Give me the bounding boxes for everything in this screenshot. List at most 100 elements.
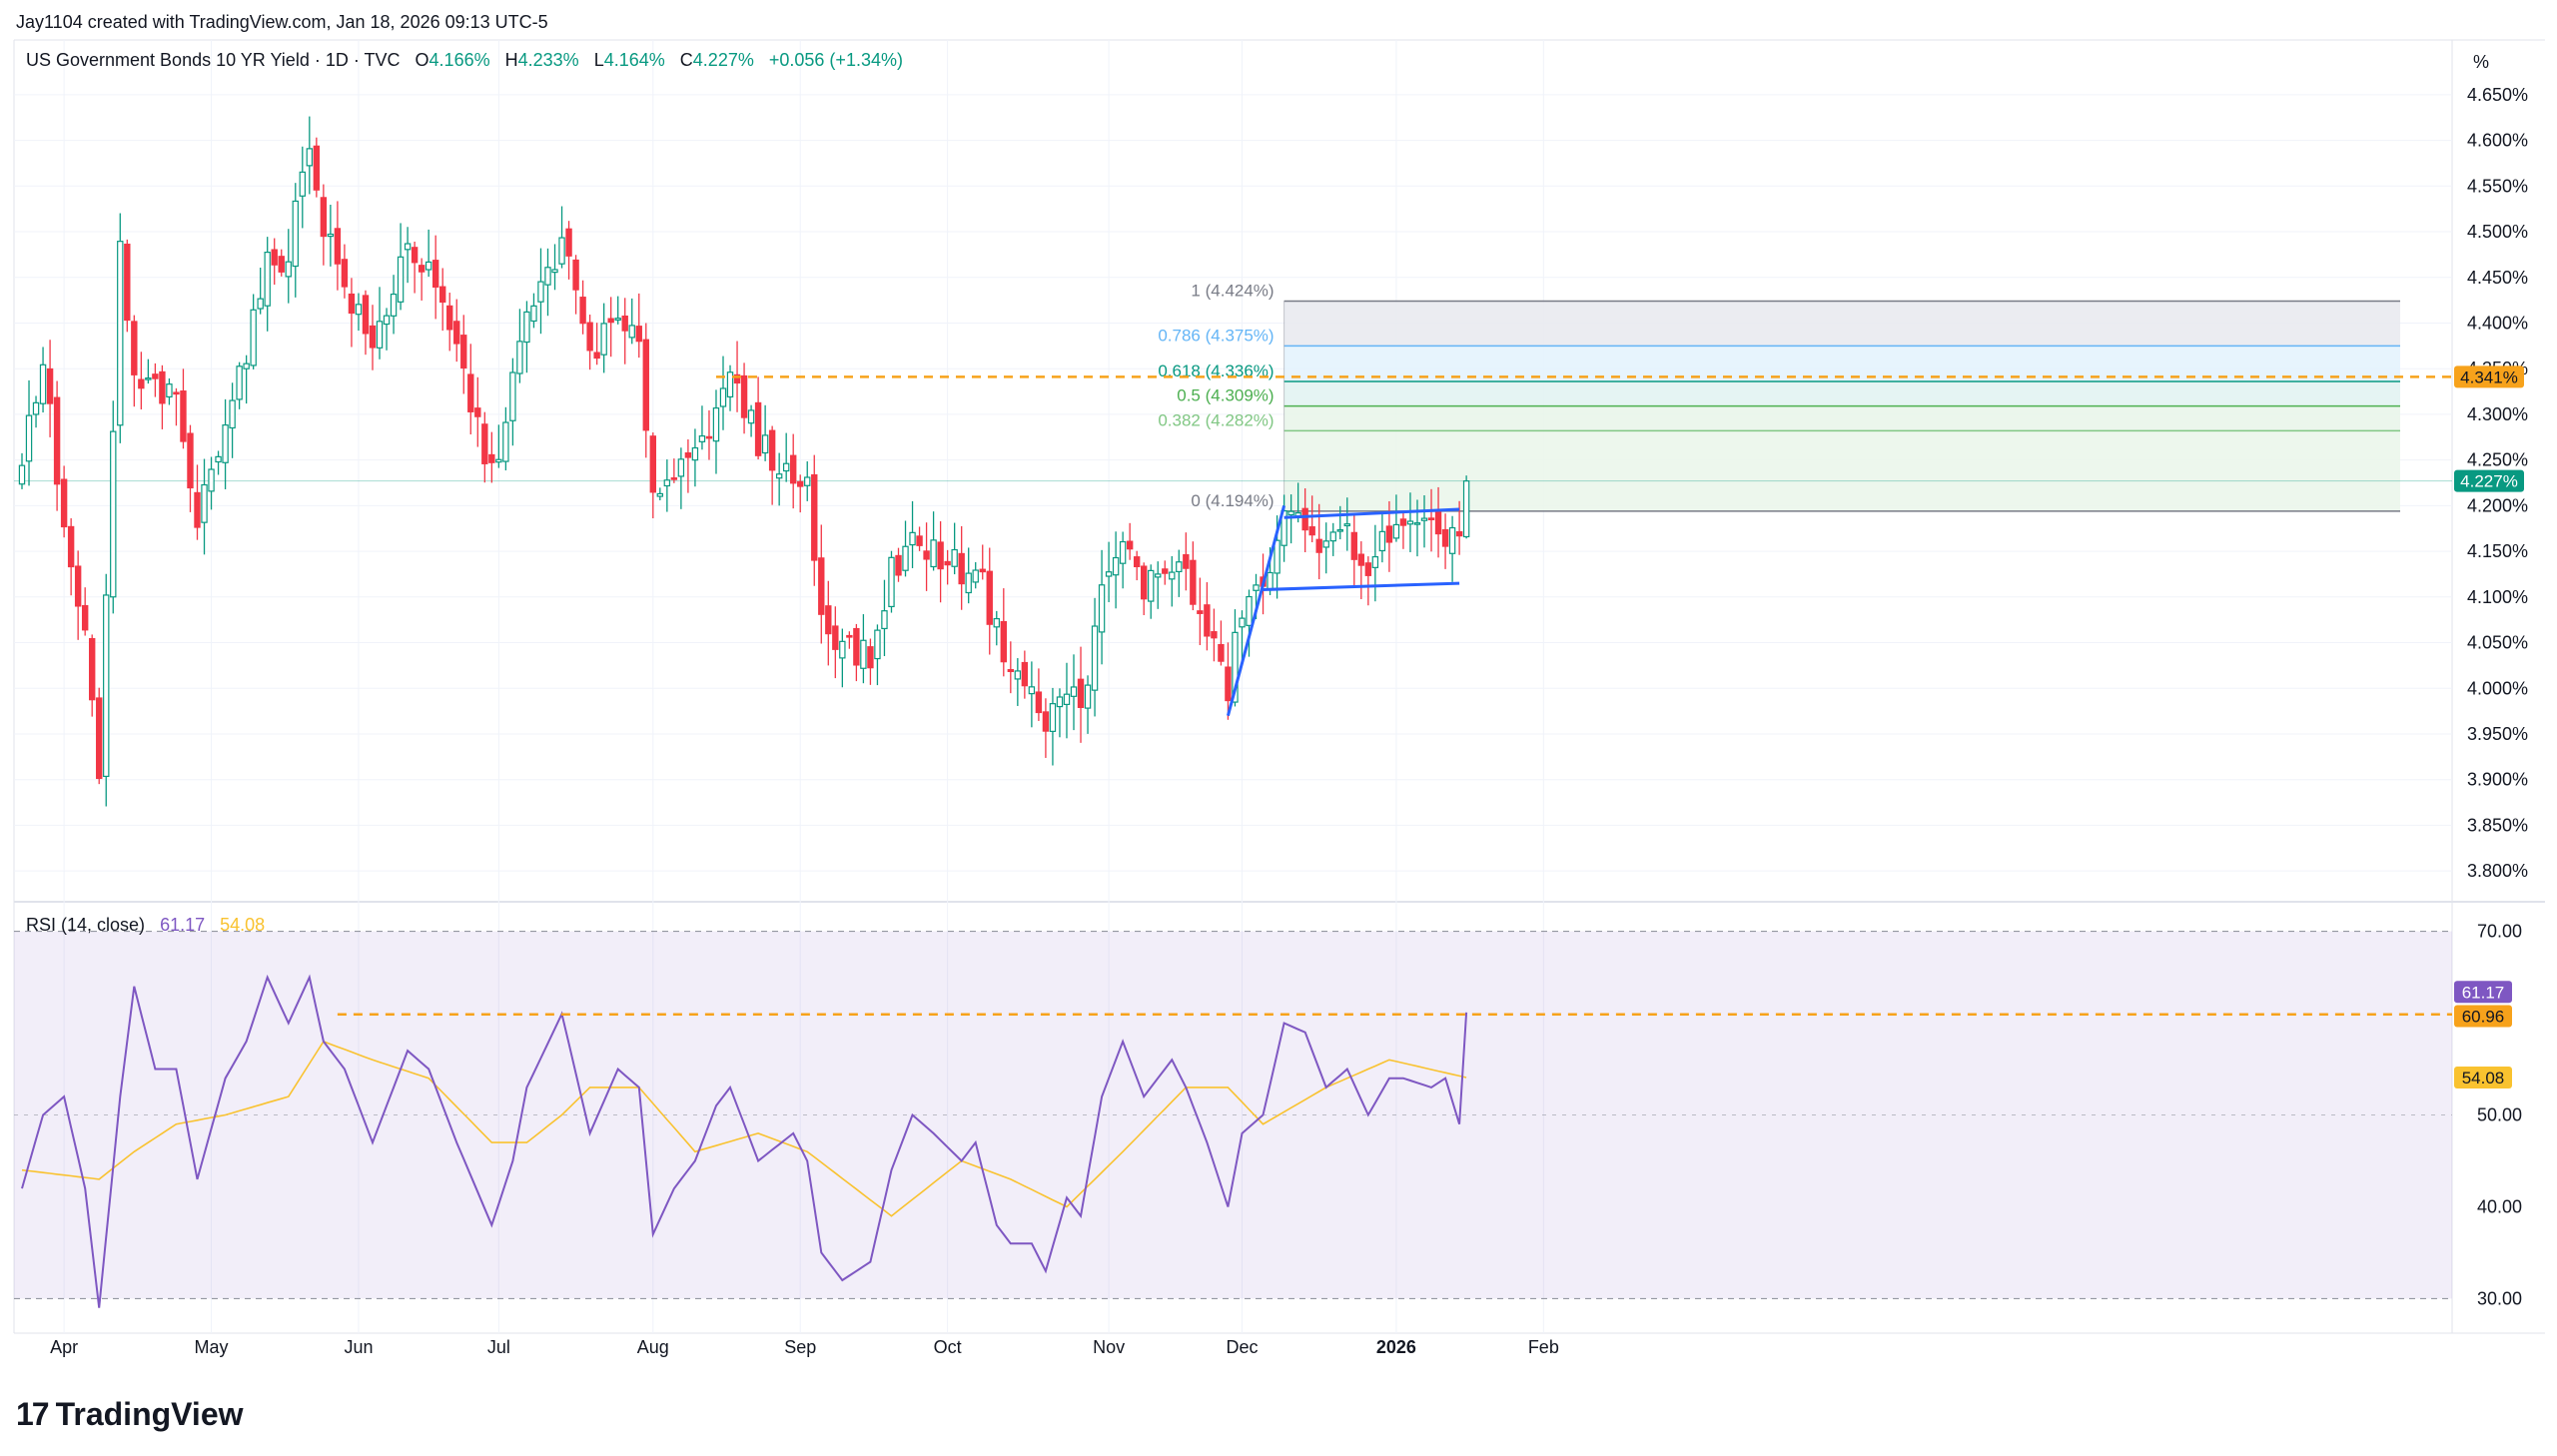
candle-body [649, 435, 657, 493]
candle-body [306, 148, 314, 167]
rsi-level-badge: 60.96 [2462, 1008, 2505, 1027]
candle-body [481, 423, 488, 464]
candle-body [663, 479, 671, 487]
candle-body [1091, 625, 1099, 691]
candle-body [1218, 643, 1225, 662]
rsi-tick-label: 50.00 [2477, 1105, 2522, 1125]
candle-body [1183, 553, 1190, 569]
candle-body [1246, 595, 1253, 626]
tradingview-logo-icon: 17 [16, 1396, 50, 1432]
time-tick-label: Sep [784, 1337, 816, 1357]
candle-body [32, 401, 40, 415]
candle-body [1287, 510, 1294, 516]
candle-body [1434, 509, 1442, 535]
candle-body [1392, 523, 1400, 539]
candle-body [1169, 571, 1176, 580]
candle-body [229, 399, 236, 429]
candle-body [811, 473, 818, 561]
candle-body [1350, 531, 1357, 560]
rsi-tick-label: 40.00 [2477, 1196, 2522, 1216]
candle-body [593, 352, 600, 360]
candle-body [516, 341, 523, 374]
price-tick-label: 4.300% [2467, 404, 2528, 424]
candle-body [684, 452, 692, 458]
candle-body [853, 627, 860, 666]
time-tick-label: Jul [487, 1337, 510, 1357]
candle-body [839, 640, 846, 659]
rsi-ma-line [21, 1040, 1467, 1217]
trend-line [1283, 507, 1460, 519]
candle-body [208, 468, 215, 492]
price-tick-label: 4.450% [2467, 268, 2528, 288]
candle-body [614, 318, 621, 322]
candle-body [860, 639, 867, 669]
candle-body [1357, 553, 1365, 566]
candle-body [215, 455, 222, 463]
candle-body [1427, 517, 1435, 520]
price-tick-label: 4.400% [2467, 313, 2528, 333]
candle-body [257, 298, 264, 310]
rsi-tick-label: 30.00 [2477, 1288, 2522, 1308]
price-tick-label: 3.900% [2467, 770, 2528, 790]
candle-body [243, 363, 250, 369]
candle-body [1406, 520, 1414, 525]
candle-body [173, 391, 180, 395]
candle-body [944, 560, 951, 566]
time-tick-label: May [195, 1337, 229, 1357]
time-tick-label: Apr [50, 1337, 78, 1357]
candle-body [551, 269, 558, 274]
candle-body [460, 335, 467, 369]
candle-body [902, 545, 909, 571]
candle-body [1176, 561, 1183, 573]
price-tick-label: 4.600% [2467, 131, 2528, 151]
price-legend: US Government Bonds 10 YR Yield · 1D · T… [26, 50, 903, 71]
time-tick-label: Oct [934, 1337, 962, 1357]
rsi-level-badge-bg [2454, 1005, 2512, 1028]
candle-body [418, 265, 426, 273]
low-value: 4.164% [603, 50, 665, 70]
fib-level-label: 0.786 (4.375%) [1158, 326, 1274, 345]
candle-body [145, 376, 152, 380]
rsi-value-badge-bg [2454, 981, 2512, 1004]
candle-body [867, 646, 874, 669]
candle-body [1148, 569, 1155, 602]
price-tick-label: 3.950% [2467, 724, 2528, 744]
time-tick-label: Feb [1528, 1337, 1559, 1357]
rsi-legend: RSI (14, close) 61.17 54.08 [26, 915, 265, 936]
candle-body [431, 260, 439, 289]
last-price-badge: 4.227% [2460, 472, 2518, 491]
candle-body [152, 373, 159, 379]
candle-body [642, 339, 649, 431]
candle-body [18, 464, 26, 485]
price-tick-label: 4.200% [2467, 495, 2528, 515]
candle-body [1126, 540, 1134, 550]
candle-body [726, 371, 734, 398]
candle-body [1301, 507, 1308, 531]
price-tick-label: 4.250% [2467, 450, 2528, 470]
fib-zone [1283, 405, 2400, 431]
candle-body [236, 365, 243, 400]
candle-body [909, 531, 916, 546]
candle-body [1070, 686, 1078, 697]
candle-body [180, 390, 187, 442]
candle-body [124, 243, 131, 322]
candle-body [677, 458, 685, 477]
low-label: L [593, 50, 604, 70]
candle-body [46, 367, 54, 404]
tradingview-brand[interactable]: 17 TradingView [16, 1396, 244, 1433]
candle-body [1253, 584, 1260, 591]
candle-body [1371, 555, 1379, 568]
resistance-level-badge-bg [2454, 365, 2524, 388]
candle-body [509, 371, 516, 421]
candle-body [818, 557, 825, 615]
candle-body [1077, 678, 1085, 708]
candle-body [804, 476, 811, 486]
resistance-level-badge: 4.341% [2460, 367, 2518, 386]
candle-body [1112, 556, 1120, 576]
candle-body [376, 321, 384, 349]
candle-body [348, 293, 356, 315]
candle-body [425, 261, 432, 271]
change-value: +0.056 (+1.34%) [768, 50, 903, 70]
time-tick-label: Jun [344, 1337, 373, 1357]
